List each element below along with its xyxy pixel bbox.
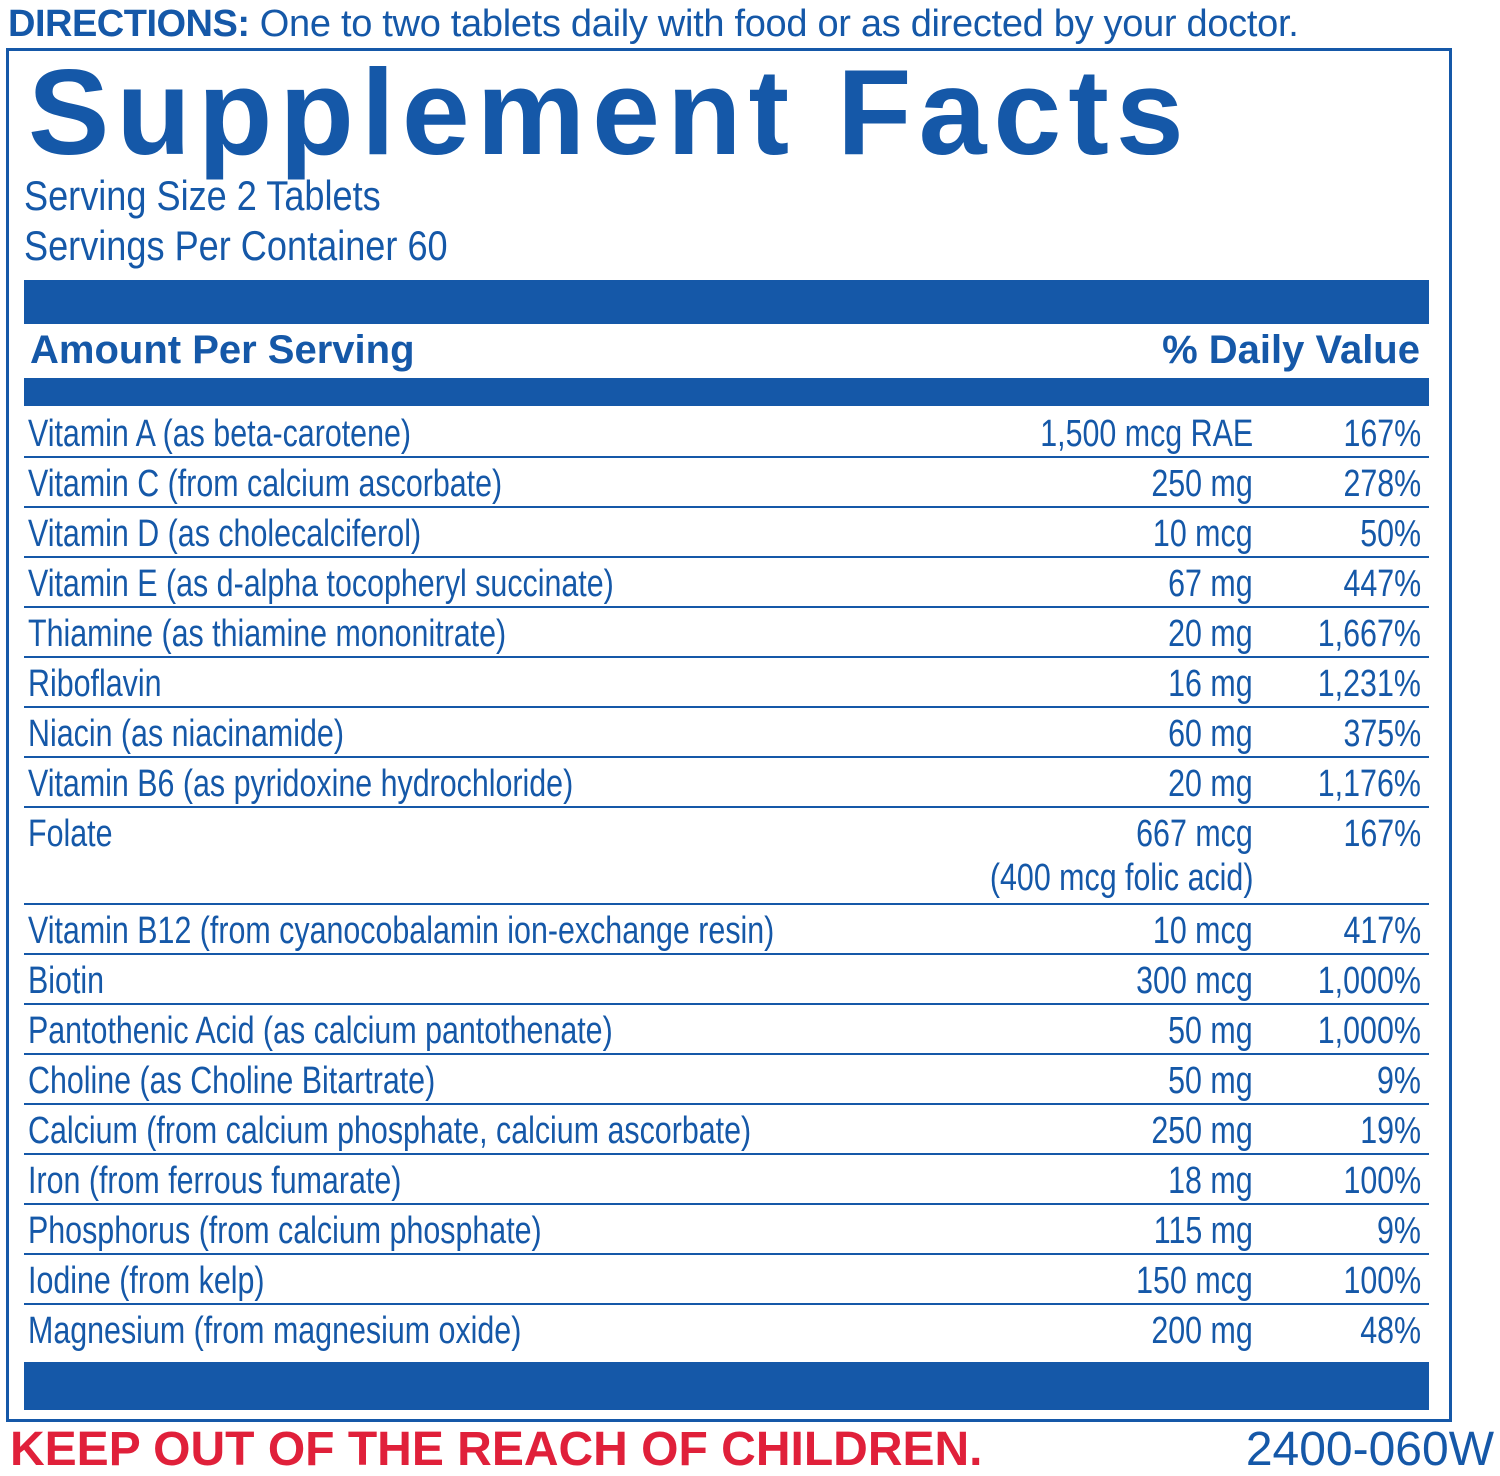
nutrient-row: Magnesium (from magnesium oxide) 200 mg 48… — [24, 1305, 1429, 1355]
nutrient-row: Biotin 300 mcg 1,000% — [24, 955, 1429, 1005]
nutrient-name: Niacin (as niacinamide) — [28, 713, 344, 755]
nutrient-amount: 18 mg — [1168, 1160, 1254, 1202]
nutrient-amount: 67 mg — [1168, 563, 1254, 605]
nutrient-daily-value: 50% — [1360, 513, 1421, 555]
nutrient-row: Vitamin A (as beta-carotene) 1,500 mcg RA… — [24, 408, 1429, 458]
nutrient-row: Folate 667 mcg 167% (400 mcg folic acid) — [24, 808, 1429, 905]
product-code: 2400-060W — [1245, 1423, 1494, 1476]
medium-divider — [24, 378, 1429, 406]
nutrient-amount: 150 mcg — [1136, 1260, 1253, 1302]
nutrient-amount-note: (400 mcg folic acid) — [989, 857, 1253, 899]
nutrient-amount: 60 mg — [1168, 713, 1254, 755]
nutrient-amount: 250 mg — [1151, 463, 1253, 505]
nutrient-name: Biotin — [28, 960, 105, 1002]
nutrient-name: Vitamin D (as cholecalciferol) — [28, 513, 422, 555]
nutrient-daily-value: 278% — [1343, 463, 1421, 505]
nutrient-row: Iodine (from kelp) 150 mcg 100% — [24, 1255, 1429, 1305]
nutrient-row: Vitamin C (from calcium ascorbate) 250 mg… — [24, 458, 1429, 508]
daily-value-header: % Daily Value — [1162, 328, 1420, 372]
nutrient-daily-value: 1,667% — [1317, 613, 1421, 655]
panel-title: Supplement Facts — [28, 44, 1191, 180]
nutrient-daily-value: 167% — [1343, 413, 1421, 455]
nutrient-row: Vitamin D (as cholecalciferol) 10 mcg 50% — [24, 508, 1429, 558]
nutrient-row: Vitamin E (as d-alpha tocopheryl succina… — [24, 558, 1429, 608]
nutrient-row: Phosphorus (from calcium phosphate) 115 m… — [24, 1205, 1429, 1255]
nutrient-amount: 10 mcg — [1153, 910, 1253, 952]
nutrient-row: Choline (as Choline Bitartrate) 50 mg 9% — [24, 1055, 1429, 1105]
nutrient-daily-value: 447% — [1343, 563, 1421, 605]
nutrient-name: Calcium (from calcium phosphate, calcium… — [28, 1110, 752, 1152]
nutrient-name: Iron (from ferrous fumarate) — [28, 1160, 402, 1202]
nutrient-name: Folate — [28, 813, 113, 855]
nutrient-amount: 50 mg — [1168, 1010, 1254, 1052]
nutrient-name: Vitamin A (as beta-carotene) — [28, 413, 412, 455]
nutrient-name: Vitamin C (from calcium ascorbate) — [28, 463, 503, 505]
serving-size: Serving Size 2 Tablets — [24, 172, 381, 219]
nutrient-row: Niacin (as niacinamide) 60 mg 375% — [24, 708, 1429, 758]
nutrient-daily-value: 100% — [1343, 1160, 1421, 1202]
nutrient-amount: 50 mg — [1168, 1060, 1254, 1102]
nutrient-name: Vitamin B12 (from cyanocobalamin ion-exc… — [28, 910, 775, 952]
nutrient-daily-value: 48% — [1360, 1310, 1421, 1352]
nutrient-daily-value: 1,000% — [1317, 1010, 1421, 1052]
nutrient-daily-value: 9% — [1377, 1210, 1421, 1252]
nutrient-daily-value: 1,176% — [1317, 763, 1421, 805]
nutrient-amount: 115 mg — [1153, 1210, 1253, 1252]
nutrient-amount: 10 mcg — [1153, 513, 1253, 555]
servings-per-container: Servings Per Container 60 — [24, 222, 448, 269]
thick-divider-top — [24, 280, 1429, 324]
nutrient-row: Iron (from ferrous fumarate) 18 mg 100% — [24, 1155, 1429, 1205]
nutrient-amount: 300 mcg — [1136, 960, 1253, 1002]
nutrient-name: Riboflavin — [28, 663, 162, 705]
supplement-facts-panel — [6, 48, 1452, 1422]
nutrient-amount: 250 mg — [1151, 1110, 1253, 1152]
directions-line: DIRECTIONS: One to two tablets daily wit… — [8, 0, 1498, 48]
nutrient-daily-value: 9% — [1377, 1060, 1421, 1102]
nutrient-name: Magnesium (from magnesium oxide) — [28, 1310, 522, 1352]
nutrient-amount: 20 mg — [1168, 613, 1254, 655]
nutrient-daily-value: 167% — [1343, 813, 1421, 855]
nutrient-amount: 1,500 mcg RAE — [1040, 413, 1253, 455]
amount-per-serving-header: Amount Per Serving — [30, 328, 415, 372]
nutrient-name: Vitamin B6 (as pyridoxine hydrochloride) — [28, 763, 574, 805]
nutrient-row: Pantothenic Acid (as calcium pantothenat… — [24, 1005, 1429, 1055]
nutrient-table: Vitamin A (as beta-carotene) 1,500 mcg RA… — [24, 408, 1429, 1355]
nutrient-daily-value: 100% — [1343, 1260, 1421, 1302]
nutrient-name: Phosphorus (from calcium phosphate) — [28, 1210, 542, 1252]
nutrient-amount: 200 mg — [1151, 1310, 1253, 1352]
nutrient-name: Choline (as Choline Bitartrate) — [28, 1060, 436, 1102]
nutrient-amount: 667 mcg — [1136, 813, 1253, 855]
child-warning: KEEP OUT OF THE REACH OF CHILDREN. — [10, 1423, 983, 1476]
thick-divider-bottom — [24, 1362, 1429, 1410]
nutrient-daily-value: 375% — [1343, 713, 1421, 755]
nutrient-daily-value: 1,000% — [1317, 960, 1421, 1002]
nutrient-amount: 16 mg — [1168, 663, 1254, 705]
nutrient-name: Vitamin E (as d-alpha tocopheryl succina… — [28, 563, 614, 605]
nutrient-row: Thiamine (as thiamine mononitrate) 20 mg 1… — [24, 608, 1429, 658]
directions-text: One to two tablets daily with food or as… — [249, 3, 1299, 45]
nutrient-name: Pantothenic Acid (as calcium pantothenat… — [28, 1010, 613, 1052]
nutrient-row: Vitamin B12 (from cyanocobalamin ion-exc… — [24, 905, 1429, 955]
nutrient-daily-value: 1,231% — [1317, 663, 1421, 705]
nutrient-amount: 20 mg — [1168, 763, 1254, 805]
nutrient-name: Iodine (from kelp) — [28, 1260, 265, 1302]
nutrient-daily-value: 19% — [1360, 1110, 1421, 1152]
nutrient-name: Thiamine (as thiamine mononitrate) — [28, 613, 507, 655]
nutrient-row: Vitamin B6 (as pyridoxine hydrochloride)… — [24, 758, 1429, 808]
nutrient-row: Calcium (from calcium phosphate, calcium… — [24, 1105, 1429, 1155]
directions-label: DIRECTIONS: — [8, 3, 250, 45]
nutrient-row: Riboflavin 16 mg 1,231% — [24, 658, 1429, 708]
nutrient-daily-value: 417% — [1343, 910, 1421, 952]
